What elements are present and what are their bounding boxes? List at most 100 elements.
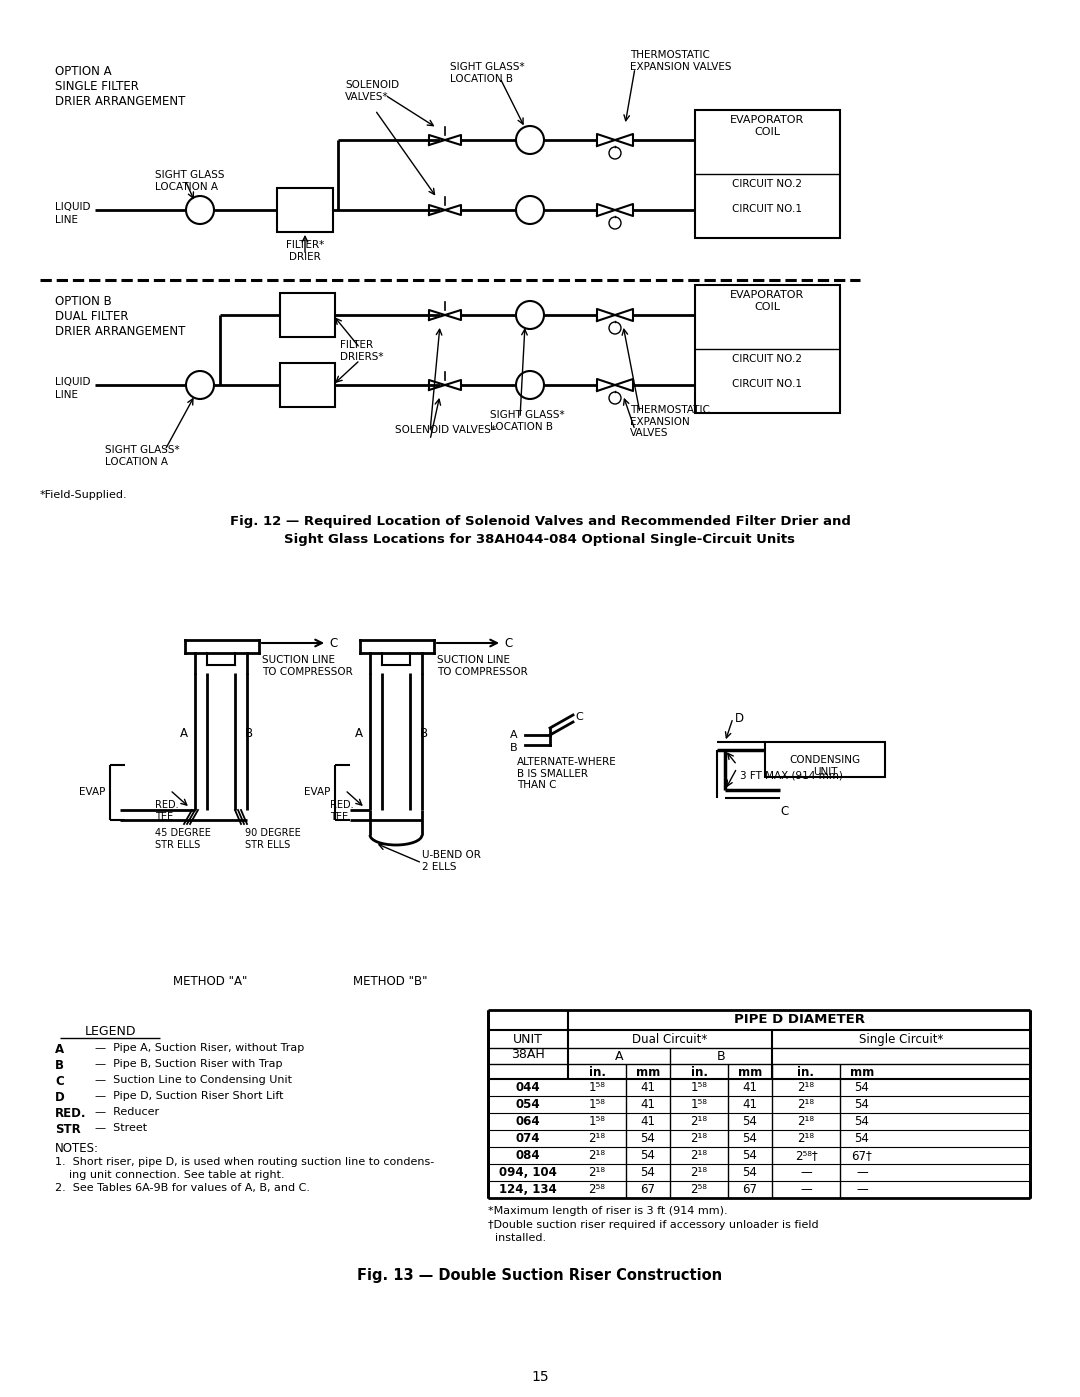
Text: 074: 074 (516, 1132, 540, 1146)
Text: SIGHT GLASS
LOCATION A: SIGHT GLASS LOCATION A (156, 170, 225, 191)
Text: SOLENOID VALVES*: SOLENOID VALVES* (395, 425, 496, 434)
Text: 45 DEGREE
STR ELLS: 45 DEGREE STR ELLS (156, 828, 211, 849)
Text: 54: 54 (640, 1148, 656, 1162)
Text: Fig. 13 — Double Suction Riser Construction: Fig. 13 — Double Suction Riser Construct… (357, 1268, 723, 1282)
Text: UNIT
38AH: UNIT 38AH (511, 1032, 545, 1060)
Text: SIGHT GLASS*
LOCATION B: SIGHT GLASS* LOCATION B (490, 409, 565, 432)
Text: 2¹⁸: 2¹⁸ (797, 1098, 814, 1111)
Text: FILTER
DRIERS*: FILTER DRIERS* (340, 339, 383, 362)
Text: Sight Glass Locations for 38AH044-084 Optional Single-Circuit Units: Sight Glass Locations for 38AH044-084 Op… (284, 534, 796, 546)
Text: THERMOSTATIC
EXPANSION
VALVES: THERMOSTATIC EXPANSION VALVES (630, 405, 710, 439)
Text: 54: 54 (854, 1115, 869, 1127)
Text: 2¹⁸: 2¹⁸ (589, 1148, 606, 1162)
Text: METHOD "B": METHOD "B" (353, 975, 428, 988)
Circle shape (186, 196, 214, 224)
Text: C: C (504, 637, 512, 650)
Text: —  Suction Line to Condensing Unit: — Suction Line to Condensing Unit (95, 1076, 292, 1085)
Text: 54: 54 (640, 1166, 656, 1179)
Text: PIPE D DIAMETER: PIPE D DIAMETER (733, 1013, 864, 1025)
Text: 054: 054 (515, 1098, 540, 1111)
Text: 67: 67 (640, 1183, 656, 1196)
Circle shape (609, 147, 621, 159)
Text: installed.: installed. (488, 1234, 546, 1243)
Text: LEGEND: LEGEND (84, 1025, 136, 1038)
Bar (696, 110, 840, 237)
Circle shape (516, 126, 544, 154)
Circle shape (609, 217, 621, 229)
Text: C: C (329, 637, 337, 650)
Text: B: B (510, 743, 517, 753)
Text: EVAP: EVAP (79, 787, 105, 798)
Text: mm: mm (850, 1066, 874, 1078)
Text: *Maximum length of riser is 3 ft (914 mm).: *Maximum length of riser is 3 ft (914 mm… (488, 1206, 728, 1215)
Text: SOLENOID
VALVES*: SOLENOID VALVES* (345, 80, 400, 102)
Text: —  Pipe B, Suction Riser with Trap: — Pipe B, Suction Riser with Trap (95, 1059, 283, 1069)
Text: —  Pipe D, Suction Riser Short Lift: — Pipe D, Suction Riser Short Lift (95, 1091, 283, 1101)
Text: LIQUID: LIQUID (55, 203, 91, 212)
Text: LINE: LINE (55, 215, 78, 225)
Text: 15: 15 (531, 1370, 549, 1384)
Text: †Double suction riser required if accessory unloader is field: †Double suction riser required if access… (488, 1220, 819, 1229)
Text: A: A (355, 726, 363, 740)
Text: 2¹⁸: 2¹⁸ (797, 1115, 814, 1127)
Circle shape (186, 372, 214, 400)
Text: —  Street: — Street (95, 1123, 147, 1133)
Text: 54: 54 (640, 1132, 656, 1146)
Text: 2¹⁸: 2¹⁸ (589, 1166, 606, 1179)
Text: STR: STR (55, 1123, 81, 1136)
Text: Single Circuit*: Single Circuit* (859, 1032, 943, 1046)
Bar (696, 285, 840, 414)
Text: A: A (55, 1044, 64, 1056)
Text: 41: 41 (743, 1081, 757, 1094)
Text: 2¹⁸: 2¹⁸ (589, 1132, 606, 1146)
Text: LIQUID: LIQUID (55, 377, 91, 387)
Text: THERMOSTATIC
EXPANSION VALVES: THERMOSTATIC EXPANSION VALVES (630, 50, 731, 71)
Text: ALTERNATE-WHERE
B IS SMALLER
THAN C: ALTERNATE-WHERE B IS SMALLER THAN C (517, 757, 617, 791)
Text: LINE: LINE (55, 390, 78, 400)
Text: SIGHT GLASS*
LOCATION B: SIGHT GLASS* LOCATION B (450, 61, 525, 84)
Text: 2⁵⁸: 2⁵⁸ (589, 1183, 606, 1196)
Circle shape (516, 300, 544, 330)
Text: B: B (420, 726, 428, 740)
Text: EVAPORATOR
COIL: EVAPORATOR COIL (730, 115, 805, 137)
Text: CIRCUIT NO.1: CIRCUIT NO.1 (732, 204, 802, 214)
Text: 124, 134: 124, 134 (499, 1183, 557, 1196)
Bar (765, 742, 885, 777)
Text: 064: 064 (515, 1115, 540, 1127)
Text: —  Reducer: — Reducer (95, 1106, 159, 1118)
Text: 2¹⁸: 2¹⁸ (690, 1166, 707, 1179)
Text: 54: 54 (743, 1166, 757, 1179)
Text: 90 DEGREE
STR ELLS: 90 DEGREE STR ELLS (245, 828, 300, 849)
Text: 2¹⁸: 2¹⁸ (797, 1081, 814, 1094)
Text: 2¹⁸: 2¹⁸ (690, 1132, 707, 1146)
Text: 2⁵⁸†: 2⁵⁸† (795, 1148, 818, 1162)
Text: 2¹⁸: 2¹⁸ (690, 1148, 707, 1162)
Text: 2¹⁸: 2¹⁸ (690, 1115, 707, 1127)
Text: —: — (856, 1166, 868, 1179)
Text: CIRCUIT NO.2: CIRCUIT NO.2 (732, 353, 802, 365)
Text: CONDENSING
UNIT: CONDENSING UNIT (789, 754, 861, 777)
Text: 1⁵⁸: 1⁵⁸ (589, 1098, 606, 1111)
Bar (280, 363, 335, 407)
Text: 41: 41 (640, 1081, 656, 1094)
Text: 54: 54 (743, 1115, 757, 1127)
Text: in.: in. (797, 1066, 814, 1078)
Text: 3 FT MAX (914 mm): 3 FT MAX (914 mm) (740, 770, 842, 780)
Text: Dual Circuit*: Dual Circuit* (633, 1032, 707, 1046)
Text: ing unit connection. See table at right.: ing unit connection. See table at right. (55, 1171, 285, 1180)
Text: —: — (800, 1183, 812, 1196)
Circle shape (609, 321, 621, 334)
Text: FILTER*
DRIER: FILTER* DRIER (286, 240, 324, 261)
Text: SUCTION LINE
TO COMPRESSOR: SUCTION LINE TO COMPRESSOR (262, 655, 353, 676)
Text: 54: 54 (854, 1132, 869, 1146)
Text: OPTION A
SINGLE FILTER
DRIER ARRANGEMENT: OPTION A SINGLE FILTER DRIER ARRANGEMENT (55, 66, 186, 108)
Text: SUCTION LINE
TO COMPRESSOR: SUCTION LINE TO COMPRESSOR (437, 655, 528, 676)
Text: in.: in. (690, 1066, 707, 1078)
Text: 54: 54 (854, 1098, 869, 1111)
Text: 67: 67 (743, 1183, 757, 1196)
Text: A: A (180, 726, 188, 740)
Text: C: C (780, 805, 788, 819)
Text: mm: mm (636, 1066, 660, 1078)
Text: 67†: 67† (852, 1148, 873, 1162)
Text: 54: 54 (743, 1132, 757, 1146)
